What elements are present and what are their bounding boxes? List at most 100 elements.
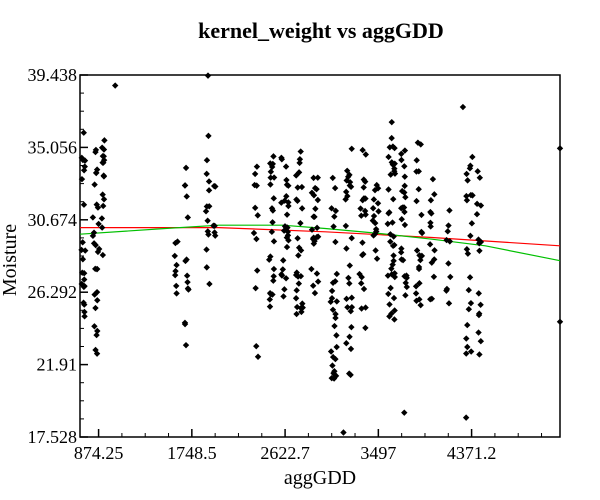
data-point bbox=[283, 211, 291, 218]
data-point bbox=[417, 301, 424, 309]
data-point bbox=[93, 288, 101, 296]
data-point bbox=[294, 235, 301, 242]
data-point bbox=[391, 316, 398, 323]
data-point bbox=[92, 241, 99, 249]
data-point bbox=[476, 247, 483, 254]
data-point bbox=[333, 298, 341, 305]
data-point bbox=[343, 245, 350, 252]
data-point bbox=[92, 304, 99, 312]
data-point bbox=[293, 287, 300, 294]
data-point bbox=[463, 170, 470, 178]
data-point bbox=[254, 212, 261, 219]
data-point bbox=[250, 229, 258, 237]
data-point bbox=[418, 229, 426, 237]
data-point bbox=[412, 290, 420, 297]
data-point bbox=[369, 205, 377, 212]
data-point bbox=[79, 156, 87, 164]
data-point bbox=[328, 287, 336, 295]
y-tick-label: 35.056 bbox=[28, 137, 78, 157]
data-point bbox=[267, 290, 275, 298]
data-point bbox=[413, 297, 420, 304]
data-point bbox=[475, 329, 482, 336]
data-point bbox=[267, 181, 274, 188]
data-point bbox=[331, 322, 338, 330]
data-point bbox=[280, 257, 287, 264]
data-point bbox=[418, 211, 425, 219]
data-point bbox=[467, 348, 475, 355]
data-point bbox=[327, 298, 334, 306]
x-tick-label: 874.25 bbox=[74, 443, 124, 463]
data-point bbox=[267, 174, 274, 181]
data-point bbox=[253, 235, 260, 243]
data-point bbox=[445, 300, 453, 307]
data-point bbox=[284, 232, 292, 239]
data-point bbox=[431, 256, 438, 263]
data-point bbox=[173, 282, 180, 290]
axis-ticks: 874.25 1748.5 2622.7 3497 4371.2 39.438 35.056… bbox=[28, 65, 543, 463]
data-point bbox=[99, 251, 107, 259]
data-point bbox=[100, 156, 108, 164]
data-point bbox=[78, 280, 85, 288]
data-point bbox=[397, 249, 405, 256]
data-point bbox=[390, 252, 397, 259]
data-point bbox=[94, 204, 102, 211]
data-point bbox=[79, 269, 86, 276]
data-point bbox=[308, 189, 316, 196]
data-point bbox=[270, 174, 278, 181]
data-point bbox=[464, 177, 471, 184]
data-point bbox=[310, 240, 318, 247]
data-point bbox=[101, 137, 108, 144]
data-point bbox=[173, 261, 180, 269]
data-point bbox=[330, 223, 337, 230]
data-point bbox=[389, 219, 396, 226]
data-point bbox=[285, 199, 292, 206]
data-point bbox=[81, 313, 88, 320]
data-point bbox=[297, 148, 304, 155]
data-point bbox=[299, 304, 306, 311]
data-point bbox=[281, 286, 288, 293]
data-point bbox=[446, 207, 453, 214]
data-point bbox=[387, 284, 394, 292]
data-point bbox=[415, 265, 423, 273]
data-point bbox=[205, 231, 212, 238]
data-point bbox=[81, 282, 88, 290]
data-point bbox=[329, 353, 337, 361]
data-point bbox=[402, 194, 409, 201]
data-point bbox=[184, 214, 192, 221]
data-point bbox=[370, 196, 378, 203]
data-point bbox=[398, 156, 405, 164]
data-point bbox=[389, 161, 397, 168]
data-point bbox=[182, 164, 190, 172]
data-point bbox=[91, 323, 98, 330]
data-point bbox=[333, 332, 340, 339]
data-point bbox=[467, 232, 474, 240]
data-point bbox=[312, 205, 319, 212]
data-point bbox=[328, 205, 335, 212]
data-point bbox=[343, 340, 350, 347]
data-point bbox=[427, 219, 434, 226]
data-point bbox=[270, 238, 278, 245]
data-point bbox=[443, 236, 450, 244]
data-point bbox=[292, 271, 300, 279]
data-point bbox=[254, 353, 262, 360]
data-point bbox=[464, 343, 471, 351]
data-point bbox=[82, 247, 89, 254]
data-point bbox=[412, 283, 420, 290]
data-point bbox=[99, 202, 107, 210]
data-point bbox=[427, 197, 435, 204]
data-point bbox=[90, 229, 98, 236]
data-point bbox=[98, 224, 106, 231]
data-point bbox=[467, 191, 475, 199]
data-point bbox=[346, 262, 353, 269]
data-point bbox=[81, 163, 88, 170]
y-tick-label: 26.292 bbox=[28, 282, 78, 302]
data-point bbox=[331, 213, 338, 220]
data-point bbox=[342, 222, 350, 230]
data-point bbox=[398, 205, 405, 212]
data-point bbox=[298, 205, 306, 212]
data-point bbox=[80, 129, 87, 136]
data-point bbox=[468, 220, 476, 227]
data-point bbox=[329, 174, 336, 182]
data-point bbox=[333, 343, 340, 351]
data-point bbox=[81, 301, 88, 308]
